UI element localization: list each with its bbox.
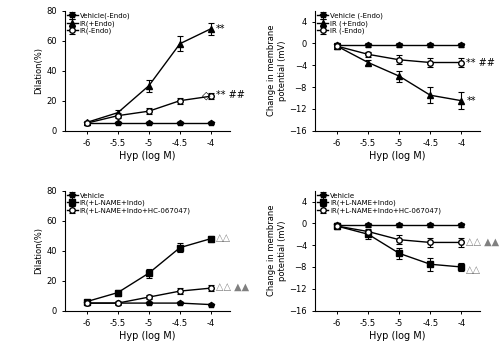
Text: △△: △△	[216, 233, 231, 243]
Text: **: **	[466, 96, 476, 106]
X-axis label: Hyp (log M): Hyp (log M)	[370, 331, 426, 341]
Text: ** ##: ** ##	[466, 57, 495, 67]
Text: △△ ▲▲: △△ ▲▲	[216, 282, 249, 292]
Legend: Vehicle(-Endo), IR(+Endo), IR(-Endo): Vehicle(-Endo), IR(+Endo), IR(-Endo)	[66, 12, 131, 35]
Text: **: **	[216, 24, 226, 34]
Text: △△ ▲▲: △△ ▲▲	[466, 237, 500, 247]
Legend: Vehicle (-Endo), IR (+Endo), IR (-Endo): Vehicle (-Endo), IR (+Endo), IR (-Endo)	[316, 12, 384, 35]
Text: ** ##: ** ##	[216, 90, 245, 100]
Y-axis label: Dilation(%): Dilation(%)	[34, 227, 43, 274]
Text: ◇: ◇	[202, 90, 210, 100]
Y-axis label: Dilation(%): Dilation(%)	[34, 47, 43, 94]
X-axis label: Hyp (log M): Hyp (log M)	[119, 151, 176, 161]
Legend: Vehicle, IR(+L-NAME+Indo), IR(+L-NAME+Indo+HC-067047): Vehicle, IR(+L-NAME+Indo), IR(+L-NAME+In…	[66, 192, 192, 215]
Text: △△: △△	[466, 265, 481, 275]
Legend: Vehicle, IR(+L-NAME+Indo), IR(+L-NAME+Indo+HC-067047): Vehicle, IR(+L-NAME+Indo), IR(+L-NAME+In…	[316, 192, 442, 215]
X-axis label: Hyp (log M): Hyp (log M)	[119, 331, 176, 341]
Y-axis label: Change in membrane
potential (mV): Change in membrane potential (mV)	[267, 25, 286, 116]
Y-axis label: Change in membrane
potential (mV): Change in membrane potential (mV)	[267, 205, 286, 296]
X-axis label: Hyp (log M): Hyp (log M)	[370, 151, 426, 161]
